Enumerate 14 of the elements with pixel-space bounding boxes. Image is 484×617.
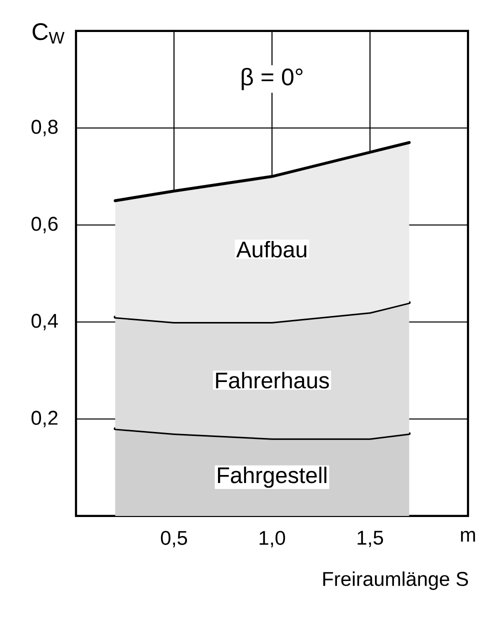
y-tick-label: 0,6	[32, 216, 58, 234]
x-tick-label: 0,5	[160, 530, 188, 548]
y-tick-label: 0,8	[32, 120, 58, 136]
annotation: β = 0°	[242, 68, 302, 90]
x-tick-label: m	[461, 530, 475, 542]
y-axis-title: C$_{W}$	[32, 23, 64, 44]
series-label: Fahrgestell	[218, 466, 326, 488]
y-tick-label: 0,4	[32, 314, 58, 330]
x-axis-title: Freiraumlänge S	[323, 571, 468, 590]
x-tick-label: 1,5	[358, 530, 384, 548]
series-label: Fahrerhaus	[216, 372, 329, 388]
series-label: Aufbau	[236, 240, 306, 258]
x-tick-label: 1,0	[260, 530, 286, 548]
y-tick-label: 0,2	[32, 410, 58, 428]
